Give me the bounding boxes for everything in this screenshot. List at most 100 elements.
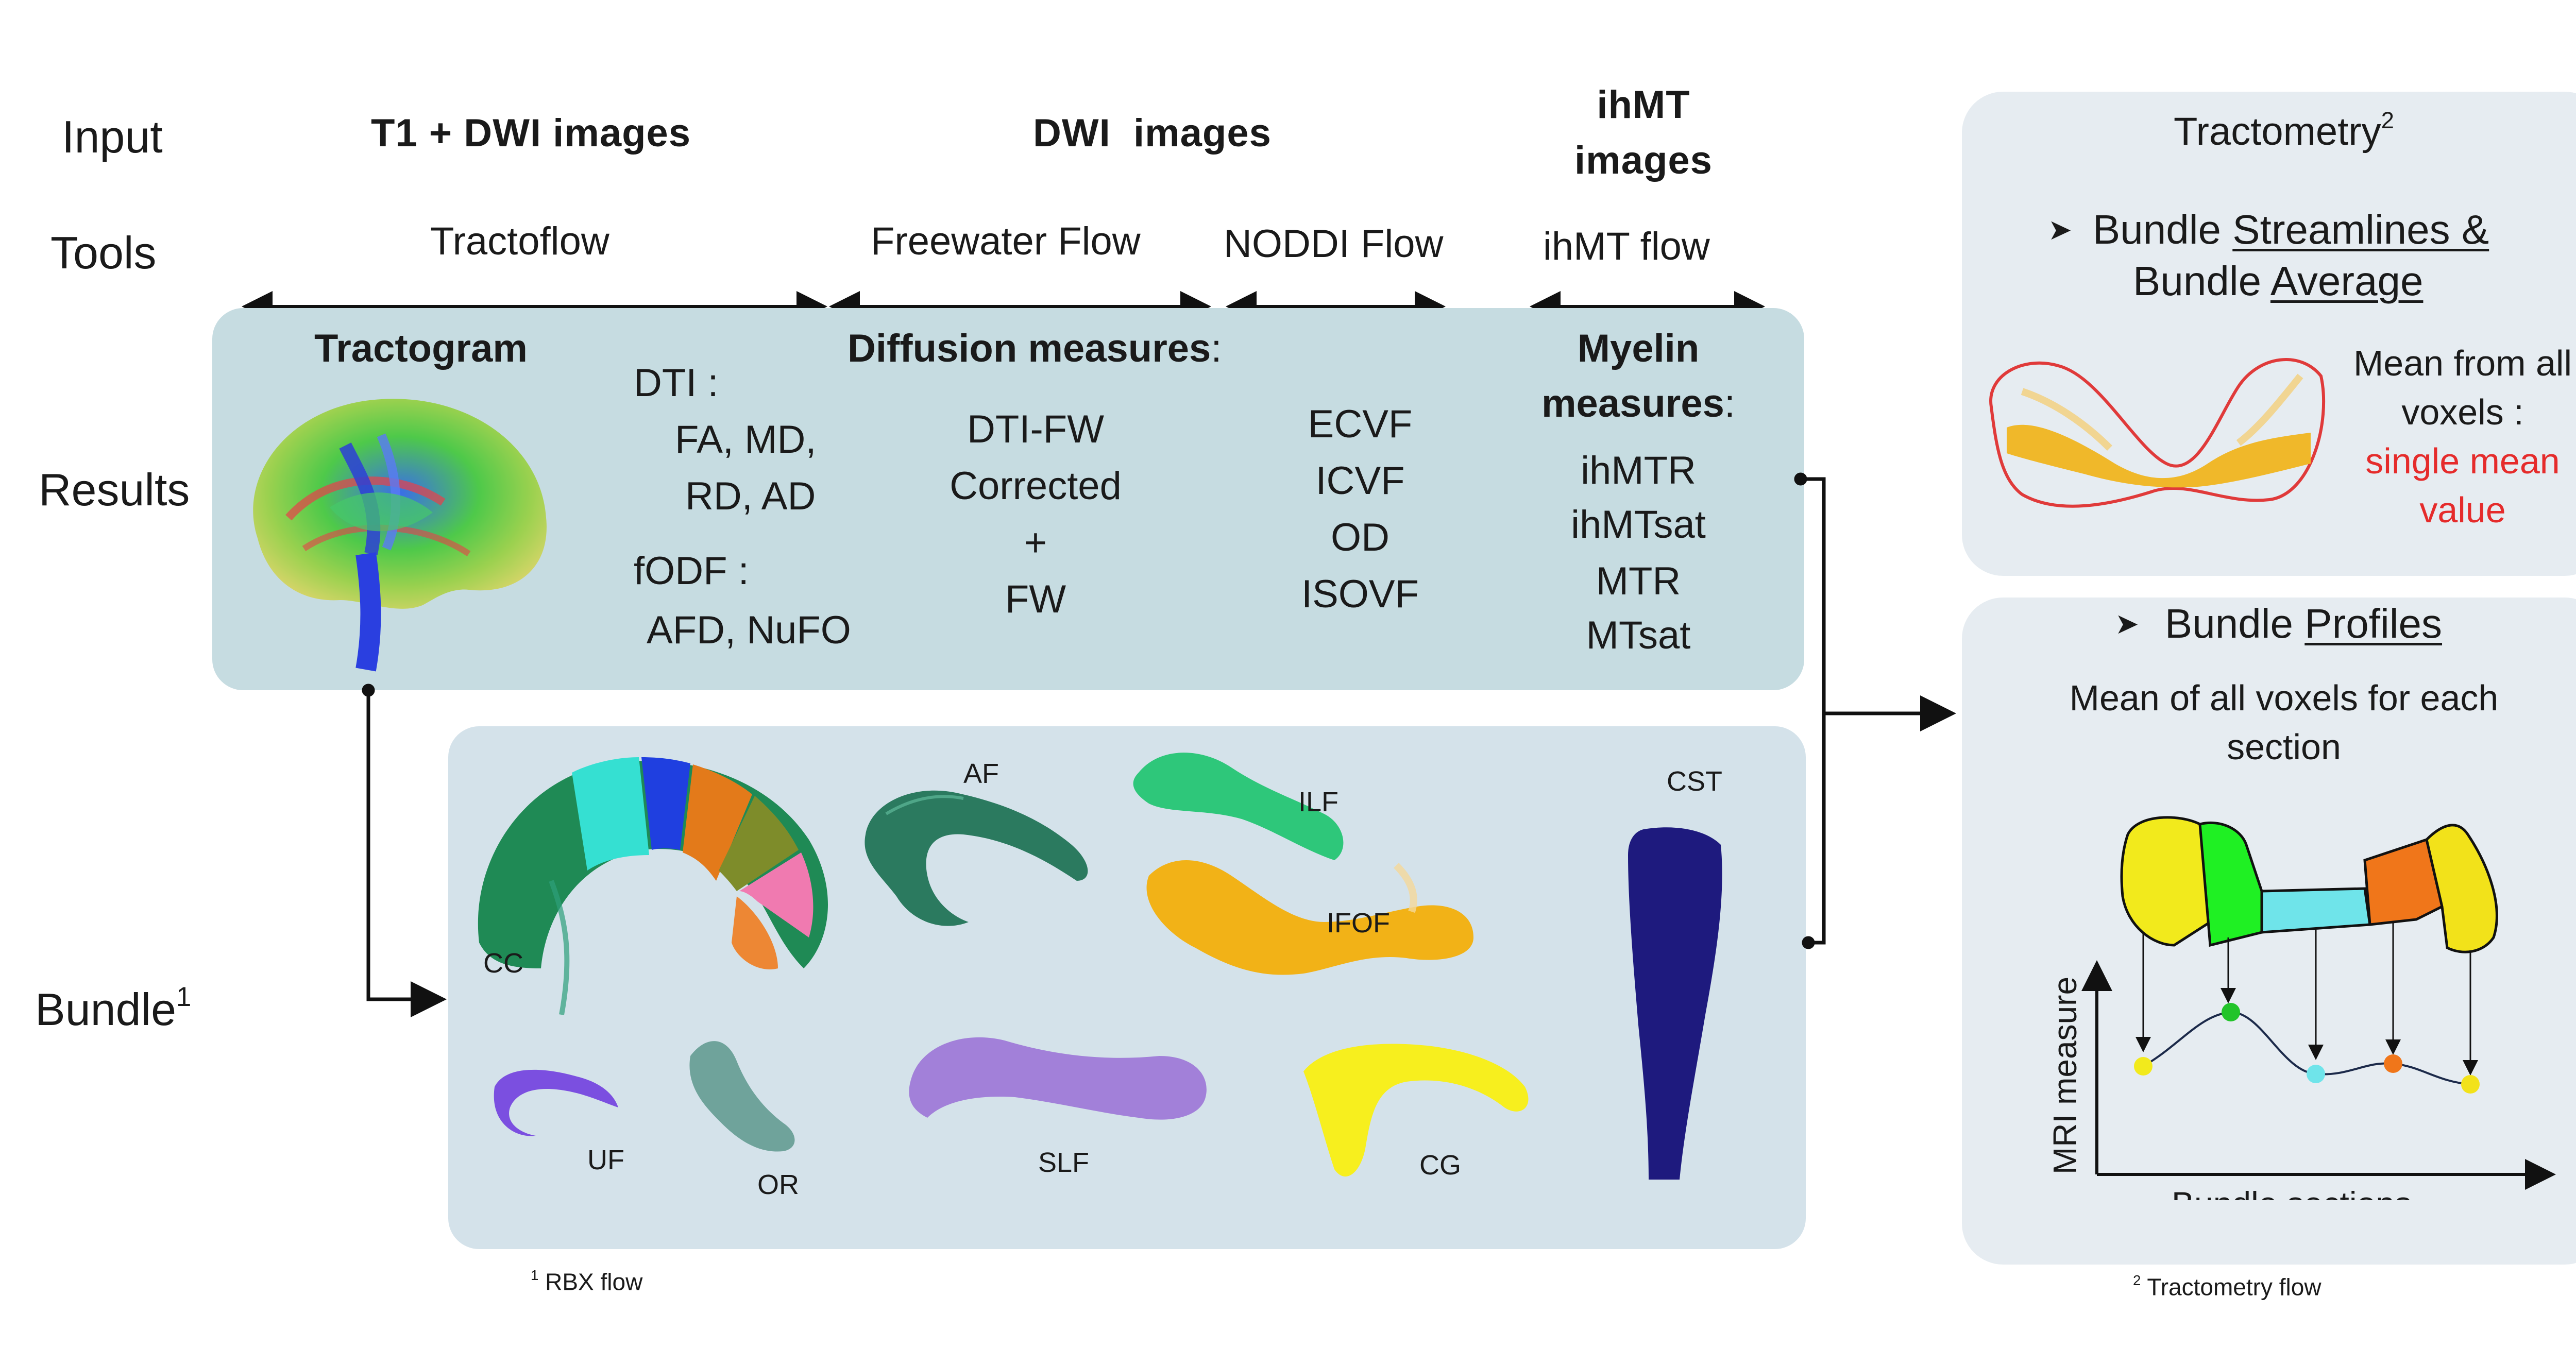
results-noddi-item-2: ICVF bbox=[1315, 459, 1405, 503]
results-diffusion-item-2: Corrected bbox=[950, 464, 1122, 508]
results-myelin-title-1: Myelin bbox=[1577, 327, 1700, 370]
bundle-slf-shape bbox=[909, 1037, 1207, 1120]
row-label-bundle-text: Bundle bbox=[35, 983, 177, 1035]
row-label-bundle: Bundle1 bbox=[35, 981, 191, 1036]
tractometry-line2-prefix: Bundle bbox=[2133, 258, 2270, 304]
bundle-af-label: AF bbox=[963, 758, 999, 789]
profiles-bullet-icon: ➤ bbox=[2115, 607, 2139, 640]
profiles-desc-line1: Mean of all voxels for each bbox=[2069, 678, 2499, 718]
profile-point-2 bbox=[2222, 1003, 2240, 1021]
profiles-y-label: MRI measure bbox=[2046, 977, 2083, 1174]
bundle-ifof-label: IFOF bbox=[1327, 908, 1390, 939]
header-ihmt-line1: ihMT bbox=[1597, 83, 1690, 127]
bundle-uf-label: UF bbox=[587, 1145, 624, 1175]
bundle-cc-shape bbox=[478, 757, 828, 1015]
profiles-curve bbox=[2143, 1011, 2471, 1085]
results-noddi-item-3: OD bbox=[1331, 516, 1389, 559]
tractometry-average-bundle-image bbox=[1989, 358, 2326, 508]
tractometry-red-line1: single mean bbox=[2365, 441, 2560, 481]
tool-ihmt: ihMT flow bbox=[1543, 225, 1710, 268]
connector-tractogram-to-bundles bbox=[366, 690, 447, 1017]
footnote-tractometry: 2 Tractometry flow bbox=[2133, 1272, 2321, 1301]
tractometry-line1: ➤ Bundle Streamlines & bbox=[2048, 206, 2489, 253]
row-label-input: Input bbox=[62, 111, 163, 162]
row-label-tools: Tools bbox=[50, 227, 157, 278]
results-dti-line2: RD, AD bbox=[685, 474, 816, 518]
bundle-uf-shape bbox=[494, 1069, 618, 1136]
bundle-cst-shape bbox=[1628, 827, 1722, 1180]
footnote-tractometry-sup: 2 bbox=[2133, 1272, 2141, 1288]
results-dti-line1: FA, MD, bbox=[675, 418, 817, 462]
row-label-results: Results bbox=[39, 464, 190, 515]
profiles-x-label: Bundle sections bbox=[2172, 1185, 2412, 1200]
results-myelin-colon: : bbox=[1724, 382, 1736, 425]
results-myelin-title-2-text: measures bbox=[1541, 382, 1724, 425]
bundle-af-shape bbox=[865, 790, 1088, 926]
footnote-rbx-text: RBX flow bbox=[545, 1268, 643, 1295]
bundle-ilf-shape bbox=[1133, 753, 1344, 860]
header-ihmt-line2: images bbox=[1574, 139, 1713, 182]
results-fodf-line1: AFD, NuFO bbox=[647, 608, 851, 652]
results-noddi-item-1: ECVF bbox=[1308, 402, 1413, 446]
profile-point-1 bbox=[2134, 1057, 2153, 1076]
bundle-ifof-shape bbox=[1146, 860, 1473, 975]
bundle-or-label: OR bbox=[757, 1169, 799, 1200]
section-3 bbox=[2260, 887, 2371, 934]
bundle-cc-label: CC bbox=[483, 948, 523, 979]
tractometry-mean-line1: Mean from all bbox=[2353, 343, 2572, 383]
results-diffusion-item-3: + bbox=[1024, 521, 1047, 565]
section-2 bbox=[2198, 821, 2263, 947]
bundles-illustration: CC AF ILF IFOF CST UF OR SLF CG bbox=[478, 753, 1722, 1200]
footnote-rbx: 1 RBX flow bbox=[531, 1267, 642, 1295]
connector-bundles-dot bbox=[1802, 936, 1815, 949]
results-diffusion-item-1: DTI-FW bbox=[967, 407, 1104, 451]
tractometry-title-text: Tractometry bbox=[2174, 109, 2381, 153]
row-label-bundle-sup: 1 bbox=[176, 982, 192, 1012]
tractometry-title: Tractometry2 bbox=[1962, 107, 2576, 154]
profile-point-4 bbox=[2384, 1054, 2402, 1073]
tractometry-panel bbox=[1962, 92, 2576, 576]
bundle-slf-label: SLF bbox=[1038, 1147, 1089, 1178]
results-tractogram-title: Tractogram bbox=[314, 327, 528, 370]
tractometry-mean-line2: voxels : bbox=[2401, 392, 2524, 432]
results-myelin-item-2: ihMTsat bbox=[1571, 503, 1706, 547]
section-5 bbox=[2425, 824, 2498, 953]
profile-point-3 bbox=[2307, 1065, 2325, 1083]
header-dwi: DWI images bbox=[1033, 111, 1272, 155]
results-noddi-item-4: ISOVF bbox=[1301, 572, 1419, 616]
footnote-tractometry-text: Tractometry flow bbox=[2147, 1273, 2321, 1301]
profiles-illustration: MRI measure Bundle sections bbox=[2046, 816, 2556, 1200]
bundle-or-shape bbox=[689, 1041, 795, 1152]
tractometry-line1-prefix: Bundle bbox=[2092, 207, 2233, 252]
profiles-title-prefix: Bundle bbox=[2164, 601, 2305, 646]
tool-tractoflow: Tractoflow bbox=[430, 219, 609, 263]
tractometry-red-line2: value bbox=[2419, 490, 2506, 530]
profiles-desc-line2: section bbox=[2227, 727, 2341, 767]
bundle-cg-shape bbox=[1303, 1044, 1529, 1177]
tool-noddi: NODDI Flow bbox=[1224, 222, 1444, 266]
section-4 bbox=[2363, 838, 2444, 926]
results-fodf-label: fODF : bbox=[634, 549, 749, 593]
bundle-cg-label: CG bbox=[1419, 1150, 1461, 1181]
results-diffusion-title: Diffusion measures: bbox=[848, 326, 1222, 371]
results-diffusion-colon: : bbox=[1211, 327, 1222, 370]
tractogram-brain-image bbox=[253, 399, 547, 672]
results-diffusion-item-4: FW bbox=[1005, 577, 1066, 621]
profiles-title-underlined: Profiles bbox=[2304, 601, 2443, 646]
bundle-ilf-label: ILF bbox=[1298, 787, 1338, 817]
header-t1-dwi: T1 + DWI images bbox=[371, 111, 691, 155]
results-myelin-item-3: MTR bbox=[1596, 559, 1681, 603]
tractometry-line2-underlined: Average bbox=[2270, 258, 2424, 304]
results-diffusion-title-text: Diffusion measures bbox=[848, 327, 1211, 370]
profiles-title: ➤ Bundle Profiles bbox=[2115, 600, 2442, 647]
tractometry-line2: Bundle Average bbox=[2133, 258, 2423, 305]
connector-bracket bbox=[1801, 477, 1826, 945]
profile-point-5 bbox=[2461, 1075, 2480, 1094]
tractometry-line1-underlined: Streamlines & bbox=[2232, 207, 2489, 252]
results-myelin-item-1: ihMTR bbox=[1581, 449, 1696, 492]
tractometry-title-sup: 2 bbox=[2381, 107, 2394, 133]
connector-tractogram-dot bbox=[362, 684, 375, 697]
tractometry-bullet-icon: ➤ bbox=[2048, 213, 2072, 246]
